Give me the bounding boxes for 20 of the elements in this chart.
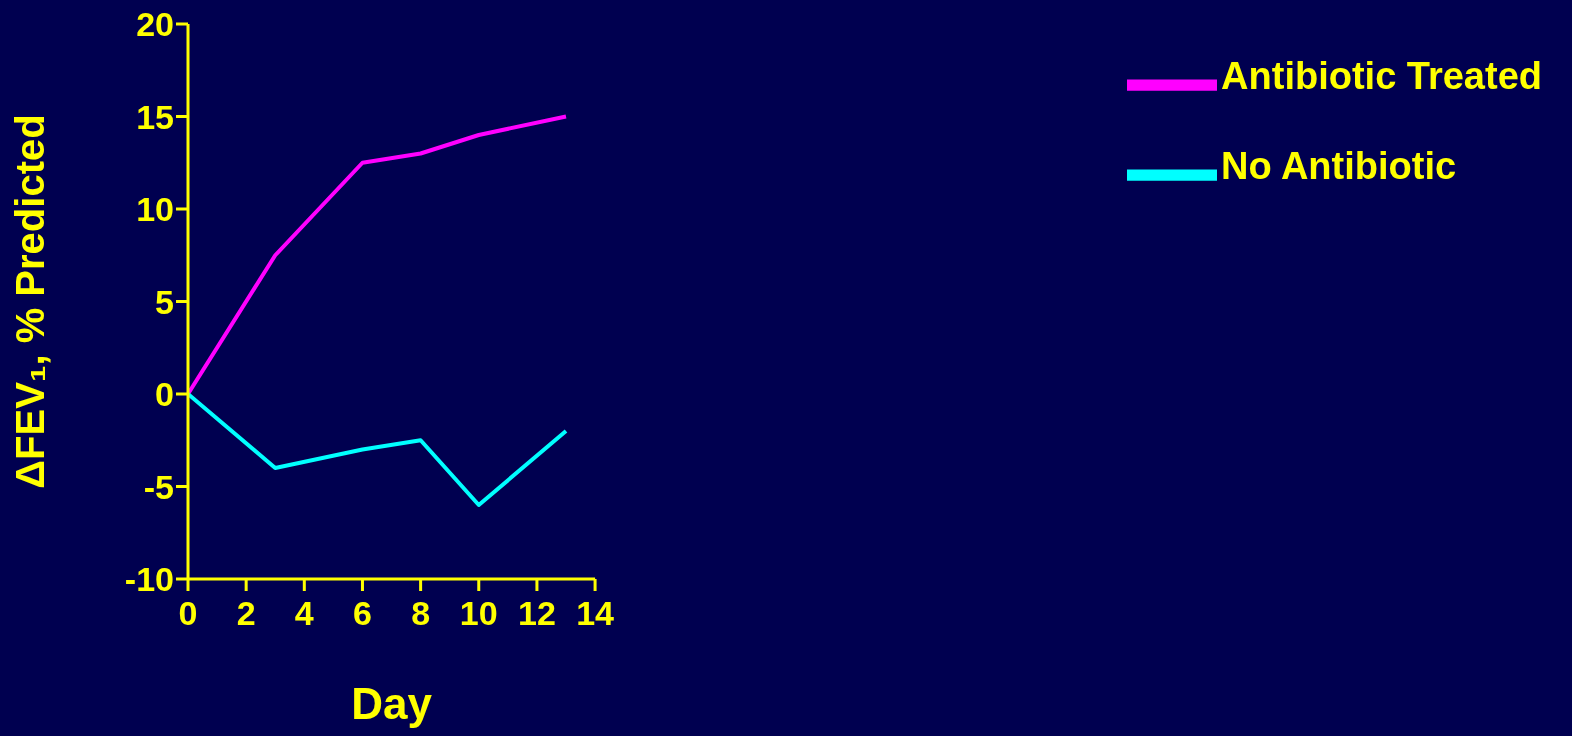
y-tick-label: 15 bbox=[136, 97, 174, 136]
y-axis-title: ΔFEV₁, % Predicted bbox=[8, 114, 53, 489]
x-tick-label: 10 bbox=[459, 594, 498, 633]
x-tick-label: 6 bbox=[353, 594, 372, 633]
x-tick-label: 12 bbox=[518, 594, 556, 633]
y-tick-label: -10 bbox=[124, 560, 174, 599]
y-tick-label: 5 bbox=[155, 282, 174, 321]
legend-label: Antibiotic Treated bbox=[1221, 54, 1542, 97]
x-axis-title: Day bbox=[351, 679, 433, 728]
y-tick-label: 20 bbox=[136, 5, 174, 44]
x-tick-label: 8 bbox=[411, 594, 431, 633]
y-tick-label: 10 bbox=[136, 190, 174, 229]
x-tick-label: 2 bbox=[236, 594, 256, 633]
line-series bbox=[188, 392, 568, 507]
y-tick-label: -5 bbox=[143, 467, 174, 506]
x-tick-label: 4 bbox=[294, 594, 314, 633]
y-tick-label: 0 bbox=[155, 375, 174, 414]
x-tick-label: 14 bbox=[576, 594, 615, 633]
legend-label: No Antibiotic bbox=[1221, 144, 1457, 187]
line-series bbox=[188, 114, 568, 396]
